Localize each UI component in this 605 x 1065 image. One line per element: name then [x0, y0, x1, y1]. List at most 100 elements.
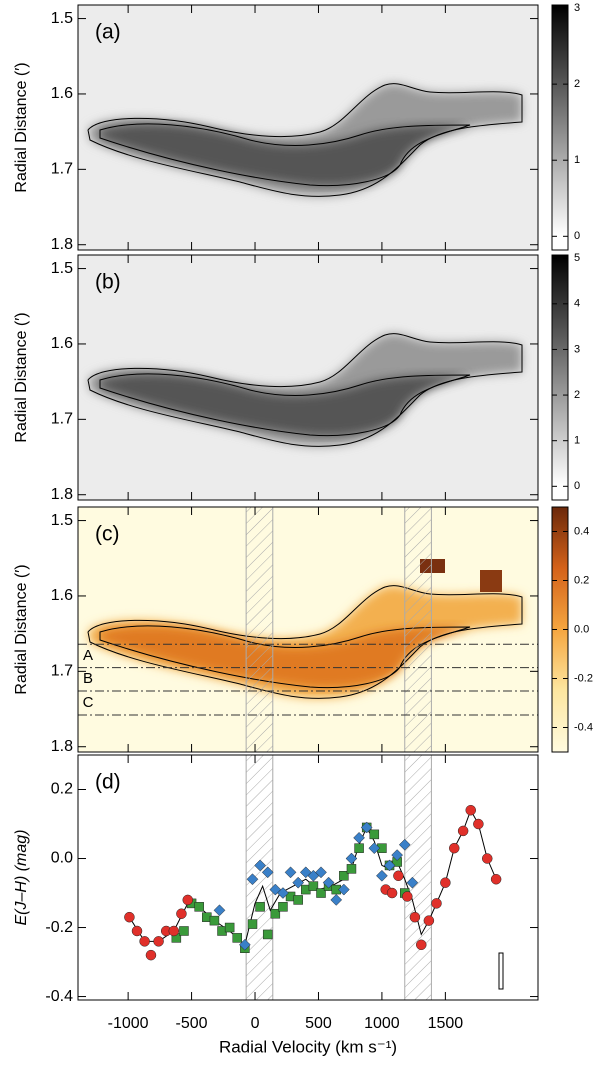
colorbar-tick-label: 0.4: [574, 525, 589, 537]
error-scale-bar: [498, 952, 504, 990]
excluded-band: [404, 754, 432, 1001]
point: [316, 888, 326, 898]
cut-label: A: [83, 647, 93, 664]
panel-label: (a): [95, 21, 121, 44]
point: [322, 876, 335, 889]
point: [398, 838, 411, 851]
axes-frame: [77, 506, 539, 753]
colorbar-tick-label: -0.4: [574, 721, 593, 733]
axes-frame: [77, 254, 539, 501]
point: [330, 894, 343, 906]
point: [431, 898, 442, 909]
cut-label: B: [83, 670, 93, 687]
y-tick-label: 1.8: [51, 738, 73, 755]
point: [278, 902, 288, 912]
y-tick-label: -0.4: [45, 988, 73, 1005]
axes-frame: [77, 754, 539, 1001]
point: [353, 831, 365, 844]
point: [490, 873, 502, 885]
point: [393, 870, 404, 882]
y-tick-label: 1.5: [51, 512, 73, 529]
colorbar-tick-label: 0.2: [574, 574, 589, 586]
panel-label: (d): [95, 771, 121, 794]
colorbar-tick-label: 0: [574, 480, 580, 492]
point: [209, 915, 220, 926]
point: [465, 804, 476, 816]
colorbar-tick-label: 1: [574, 154, 580, 166]
point: [337, 883, 350, 896]
point: [368, 842, 381, 855]
colorbar-tick-label: 2: [574, 389, 580, 401]
point: [346, 864, 357, 874]
y-tick-label: -0.2: [45, 919, 73, 936]
point: [473, 818, 484, 830]
y-tick-label: 1.6: [51, 335, 73, 352]
point: [383, 859, 396, 872]
point: [376, 869, 388, 882]
point: [255, 902, 265, 912]
colorbar-tick-label: 2: [574, 78, 580, 90]
colorbar-tick-label: 4: [574, 298, 580, 310]
colorbar-tick-label: 5: [574, 252, 580, 264]
point: [224, 922, 235, 933]
y-axis-title: Radial Distance (′): [13, 312, 30, 442]
point: [176, 908, 187, 919]
point: [360, 821, 373, 834]
y-tick-label: 0.2: [51, 781, 73, 798]
point: [246, 873, 259, 886]
point: [457, 825, 469, 837]
x-tick-label: 1500: [428, 1015, 464, 1032]
y-axis-title: E(J–H) (mag): [13, 829, 30, 925]
y-axis-title: Radial Distance (′): [13, 564, 30, 694]
point: [345, 852, 358, 865]
x-tick-label: -1000: [108, 1015, 149, 1032]
point: [481, 853, 493, 864]
x-tick-label: 1000: [364, 1015, 400, 1032]
point: [139, 936, 150, 947]
point: [315, 866, 327, 879]
cut-label: C: [83, 694, 94, 711]
point: [131, 925, 143, 937]
point: [293, 895, 303, 905]
point: [440, 877, 451, 888]
point: [232, 933, 243, 943]
point: [254, 859, 266, 872]
colorbar-tick-label: 0: [574, 230, 580, 242]
panel-label: (c): [95, 523, 120, 546]
point: [284, 866, 297, 879]
colorbar-tick-label: -0.2: [574, 672, 593, 684]
y-tick-label: 1.7: [51, 663, 73, 680]
colorbar-tick-label: 1: [574, 435, 580, 447]
y-tick-label: 1.5: [51, 260, 73, 277]
point: [239, 938, 251, 951]
point: [194, 902, 204, 912]
point: [391, 849, 403, 861]
point: [179, 926, 189, 936]
point: [416, 939, 427, 951]
point: [369, 829, 380, 840]
excluded-band: [245, 506, 274, 753]
y-tick-label: 0.0: [51, 850, 73, 867]
point: [153, 936, 164, 947]
y-tick-label: 1.7: [51, 161, 73, 178]
y-tick-label: 1.5: [51, 10, 73, 27]
colorbar-tick-label: 0.0: [574, 623, 589, 635]
point: [277, 887, 289, 899]
axes-frame: [77, 4, 539, 251]
colorbar: [551, 254, 569, 501]
point: [292, 876, 305, 889]
y-axis-title: Radial Distance (′): [13, 62, 30, 192]
point: [354, 843, 364, 853]
point: [124, 911, 135, 923]
point: [247, 919, 258, 929]
x-axis-title: Radial Velocity (km s⁻¹): [219, 1037, 397, 1056]
point: [386, 887, 398, 899]
point: [406, 876, 419, 889]
colorbar-tick-label: 3: [574, 343, 580, 355]
point: [448, 842, 460, 854]
y-tick-label: 1.8: [51, 236, 73, 253]
point: [213, 904, 226, 917]
x-tick-label: -500: [176, 1015, 208, 1032]
point: [402, 891, 413, 902]
